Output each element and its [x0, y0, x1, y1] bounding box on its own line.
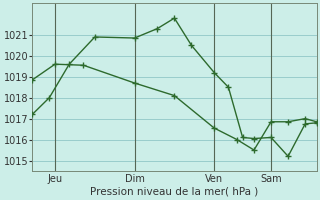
- X-axis label: Pression niveau de la mer( hPa ): Pression niveau de la mer( hPa ): [90, 187, 259, 197]
